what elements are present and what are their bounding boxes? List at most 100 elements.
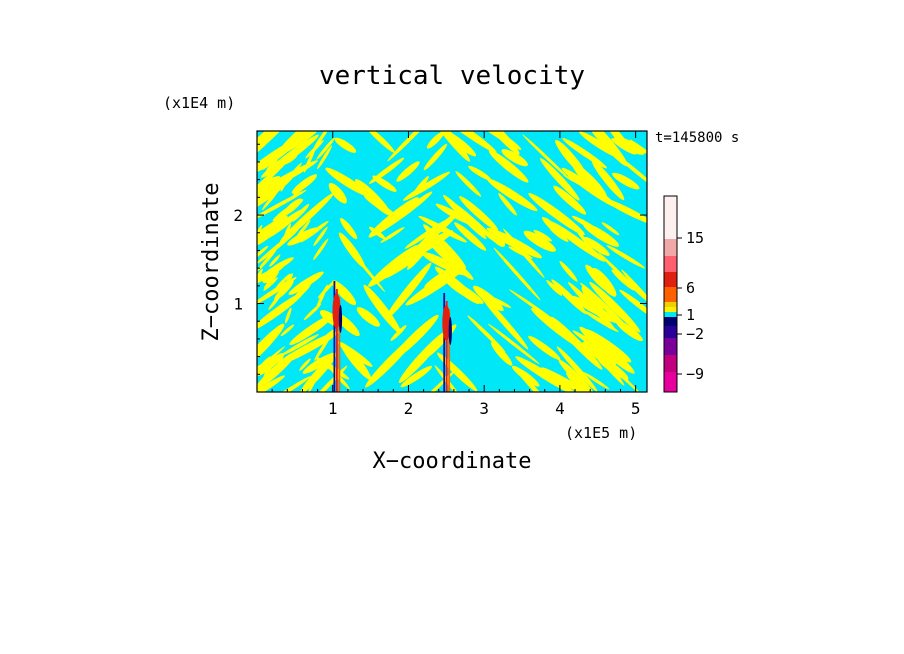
wave-band — [257, 276, 297, 306]
wave-band — [558, 359, 595, 392]
jet-streak — [336, 289, 338, 392]
wave-streak — [292, 206, 307, 222]
wave-band — [568, 282, 615, 330]
wave-streak — [257, 249, 277, 272]
wave-band — [571, 215, 598, 231]
wave-band — [598, 252, 647, 301]
wave-band — [257, 229, 299, 265]
colorbar-swatch — [664, 302, 677, 307]
jet-streak — [333, 281, 336, 392]
jet-core — [442, 305, 451, 341]
wave-band — [421, 251, 467, 276]
colorbar-swatch — [664, 338, 677, 355]
colorbar-swatch — [664, 372, 677, 392]
wave-band — [612, 172, 640, 190]
wave-band — [396, 161, 420, 182]
wave-band — [581, 286, 606, 317]
wave-band — [390, 325, 407, 341]
wave-band — [425, 131, 471, 162]
wave-band — [528, 192, 585, 236]
wave-band — [508, 246, 533, 259]
wave-band — [563, 175, 601, 195]
jet-streak — [448, 309, 451, 392]
wave-streak — [263, 271, 280, 289]
wave-band — [281, 334, 319, 356]
wave-band — [340, 217, 358, 240]
jet-streak — [445, 301, 448, 392]
wave-band — [257, 292, 304, 331]
wave-streak — [263, 359, 276, 377]
wave-band — [487, 323, 540, 365]
wave-band — [553, 185, 587, 215]
wave-band — [467, 315, 506, 353]
wave-streak — [257, 133, 268, 150]
wave-band — [533, 229, 552, 242]
wave-band — [289, 313, 335, 346]
y-tick-label: 1 — [233, 295, 243, 314]
wave-band — [583, 372, 610, 390]
wave-streak — [316, 137, 335, 160]
wave-band — [592, 268, 617, 297]
wave-band — [541, 367, 603, 392]
wave-streak — [263, 277, 278, 291]
wave-band — [368, 226, 386, 240]
colorbar-label: −9 — [686, 365, 704, 383]
wave-band — [311, 365, 348, 392]
wave-band — [328, 182, 347, 204]
wave-band — [498, 193, 517, 216]
colorbar-swatch — [664, 307, 677, 312]
wave-band — [583, 236, 610, 256]
x-axis-label: X−coordinate — [373, 449, 532, 474]
wave-band — [606, 245, 645, 269]
wave-band — [257, 353, 284, 376]
wave-band — [391, 314, 439, 361]
wave-band — [363, 284, 402, 334]
y-tick-label: 2 — [233, 206, 243, 225]
colorbar-label: 6 — [686, 279, 695, 297]
wave-streak — [257, 356, 271, 371]
wave-band — [546, 280, 563, 296]
wave-band — [509, 289, 559, 324]
wave-streak — [315, 284, 328, 311]
wave-band — [274, 131, 318, 157]
wave-band — [331, 280, 357, 306]
wave-band — [423, 224, 467, 269]
wave-band — [288, 271, 324, 295]
wave-band — [540, 158, 580, 201]
wave-band — [455, 171, 482, 197]
jet-core — [448, 317, 452, 345]
wave-band — [263, 209, 303, 240]
wave-band — [418, 215, 467, 243]
wave-streak — [270, 352, 285, 381]
wave-band — [257, 189, 307, 222]
wave-band — [578, 131, 620, 158]
wave-band — [407, 234, 436, 270]
wave-streak — [303, 303, 322, 321]
wave-band — [473, 285, 504, 312]
colorbar-swatch — [664, 312, 677, 317]
wave-band — [548, 220, 606, 262]
wave-band — [559, 261, 578, 282]
wave-band — [489, 229, 506, 247]
colorbar-frame — [663, 195, 678, 393]
wave-band — [302, 352, 337, 374]
wave-band — [387, 131, 437, 162]
wave-streak — [314, 329, 335, 348]
wave-band — [528, 335, 561, 361]
jet-streak — [443, 293, 446, 392]
x-unit-label: (x1E5 m) — [565, 424, 637, 442]
wave-streak — [280, 173, 289, 192]
wave-streak — [274, 273, 291, 290]
wave-band — [300, 220, 329, 243]
wave-band — [337, 341, 373, 367]
wave-band — [454, 222, 487, 251]
wave-band — [257, 265, 285, 289]
wave-band — [562, 137, 608, 169]
wave-band — [423, 143, 448, 171]
wave-streak — [299, 358, 311, 371]
wave-band — [443, 194, 487, 240]
wave-streak — [313, 238, 329, 261]
wave-band — [334, 137, 357, 153]
wave-band — [279, 192, 334, 243]
colorbar-swatch — [664, 317, 677, 326]
